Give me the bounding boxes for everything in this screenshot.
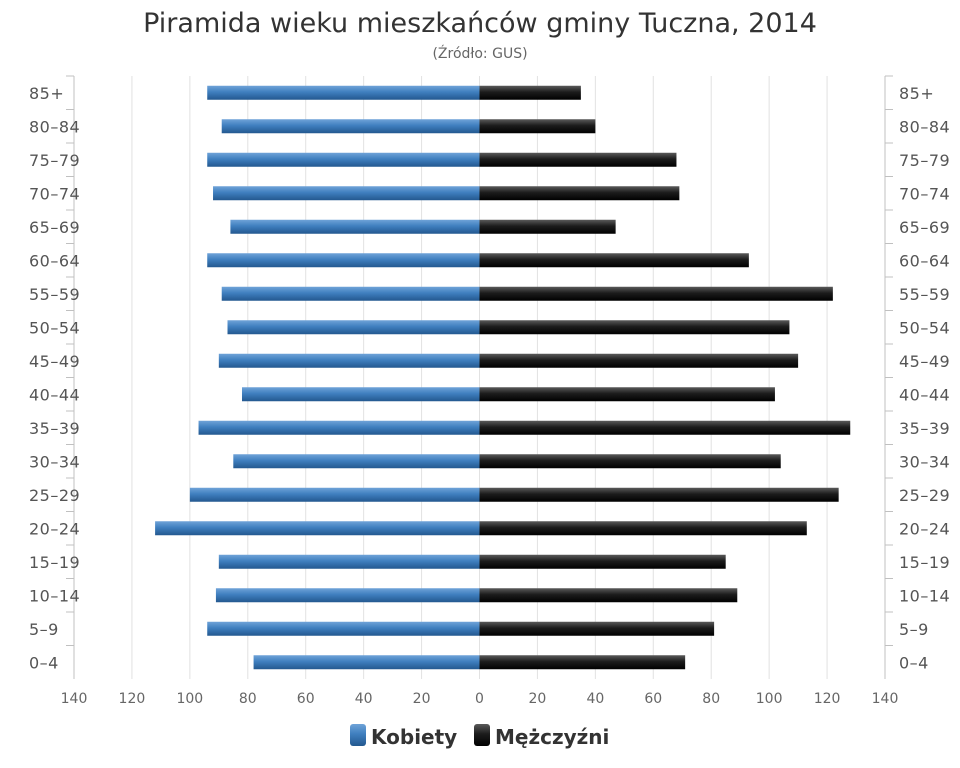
category-label-right: 50–54	[899, 318, 950, 337]
bar-kobiety[interactable]	[155, 521, 480, 536]
x-tick-label: 120	[814, 691, 841, 707]
bar-mezczyzni[interactable]	[479, 454, 781, 469]
category-label-left: 40–44	[29, 385, 80, 404]
category-label-right: 5–9	[899, 620, 929, 639]
category-label-right: 0–4	[899, 653, 929, 672]
category-label-left: 85+	[29, 84, 64, 103]
x-tick-label: 60	[644, 691, 662, 707]
bar-kobiety[interactable]	[221, 286, 480, 301]
legend-label[interactable]: Mężczyźni	[495, 725, 609, 749]
category-label-right: 65–69	[899, 218, 950, 237]
bar-kobiety[interactable]	[207, 85, 480, 100]
category-label-right: 40–44	[899, 385, 950, 404]
x-tick-label: 20	[413, 691, 431, 707]
bar-kobiety[interactable]	[189, 487, 480, 502]
bar-kobiety[interactable]	[230, 219, 480, 234]
x-tick-label: 20	[529, 691, 547, 707]
labels-layer: 140 120 100 80 60 40 20 0 20 40 60 80 100 120 140 85+ 85…	[29, 84, 950, 707]
bar-kobiety[interactable]	[198, 420, 480, 435]
bar-mezczyzni[interactable]	[479, 420, 851, 435]
category-label-right: 35–39	[899, 419, 950, 438]
bar-kobiety[interactable]	[213, 186, 480, 201]
bar-mezczyzni[interactable]	[479, 588, 738, 603]
bar-kobiety[interactable]	[241, 387, 480, 402]
category-label-right: 15–19	[899, 553, 950, 572]
x-tick-label: 80	[239, 691, 257, 707]
bar-mezczyzni[interactable]	[479, 521, 807, 536]
bar-kobiety[interactable]	[207, 621, 480, 636]
bar-kobiety[interactable]	[207, 152, 480, 167]
legend-swatch[interactable]	[350, 724, 366, 746]
category-label-right: 75–79	[899, 151, 950, 170]
chart-subtitle: (Źródło: GUS)	[432, 44, 527, 62]
category-label-left: 25–29	[29, 486, 80, 505]
category-label-right: 45–49	[899, 352, 950, 371]
bar-mezczyzni[interactable]	[479, 487, 839, 502]
bar-kobiety[interactable]	[227, 320, 480, 335]
legend-swatch[interactable]	[474, 724, 490, 746]
chart-title: Piramida wieku mieszkańców gminy Tuczna,…	[143, 8, 817, 39]
bar-kobiety[interactable]	[218, 353, 480, 368]
x-tick-label: 80	[702, 691, 720, 707]
category-label-left: 20–24	[29, 519, 80, 538]
category-label-left: 75–79	[29, 151, 80, 170]
bar-mezczyzni[interactable]	[479, 554, 726, 569]
grid-layer	[66, 75, 893, 679]
legend-label[interactable]: Kobiety	[371, 725, 457, 749]
category-label-left: 15–19	[29, 553, 80, 572]
category-label-left: 55–59	[29, 285, 80, 304]
bar-kobiety[interactable]	[233, 454, 480, 469]
bar-kobiety[interactable]	[215, 588, 480, 603]
bar-mezczyzni[interactable]	[479, 119, 596, 134]
x-tick-label: 140	[61, 691, 88, 707]
bar-kobiety[interactable]	[218, 554, 480, 569]
bar-mezczyzni[interactable]	[479, 320, 790, 335]
category-label-right: 60–64	[899, 251, 950, 270]
category-label-left: 70–74	[29, 184, 80, 203]
category-label-right: 70–74	[899, 184, 950, 203]
category-label-left: 5–9	[29, 620, 59, 639]
category-label-right: 85+	[899, 84, 934, 103]
x-tick-label: 100	[756, 691, 783, 707]
category-label-left: 60–64	[29, 251, 80, 270]
legend[interactable]: Kobiety Mężczyźni	[350, 724, 609, 749]
category-label-left: 0–4	[29, 653, 59, 672]
category-label-right: 20–24	[899, 519, 950, 538]
category-label-right: 55–59	[899, 285, 950, 304]
category-label-right: 10–14	[899, 586, 950, 605]
bar-mezczyzni[interactable]	[479, 152, 677, 167]
bar-kobiety[interactable]	[207, 253, 480, 268]
x-tick-label: 40	[586, 691, 604, 707]
category-label-left: 35–39	[29, 419, 80, 438]
x-tick-label: 40	[355, 691, 373, 707]
x-tick-label: 120	[119, 691, 146, 707]
category-label-right: 80–84	[899, 117, 950, 136]
x-tick-label: 60	[297, 691, 315, 707]
bar-mezczyzni[interactable]	[479, 655, 686, 670]
bars-layer	[155, 85, 851, 670]
category-label-right: 25–29	[899, 486, 950, 505]
bar-mezczyzni[interactable]	[479, 85, 581, 100]
category-label-left: 50–54	[29, 318, 80, 337]
bar-mezczyzni[interactable]	[479, 387, 775, 402]
x-tick-label: 100	[176, 691, 203, 707]
category-label-left: 10–14	[29, 586, 80, 605]
category-label-left: 45–49	[29, 352, 80, 371]
x-tick-label: 140	[872, 691, 899, 707]
x-tick-label: 0	[475, 691, 484, 707]
bar-mezczyzni[interactable]	[479, 219, 616, 234]
bar-mezczyzni[interactable]	[479, 353, 799, 368]
bar-mezczyzni[interactable]	[479, 186, 680, 201]
bar-mezczyzni[interactable]	[479, 621, 715, 636]
category-label-right: 30–34	[899, 452, 950, 471]
bar-kobiety[interactable]	[221, 119, 480, 134]
bar-mezczyzni[interactable]	[479, 286, 833, 301]
category-label-left: 65–69	[29, 218, 80, 237]
category-label-left: 80–84	[29, 117, 80, 136]
bar-mezczyzni[interactable]	[479, 253, 749, 268]
category-label-left: 30–34	[29, 452, 80, 471]
bar-kobiety[interactable]	[253, 655, 480, 670]
